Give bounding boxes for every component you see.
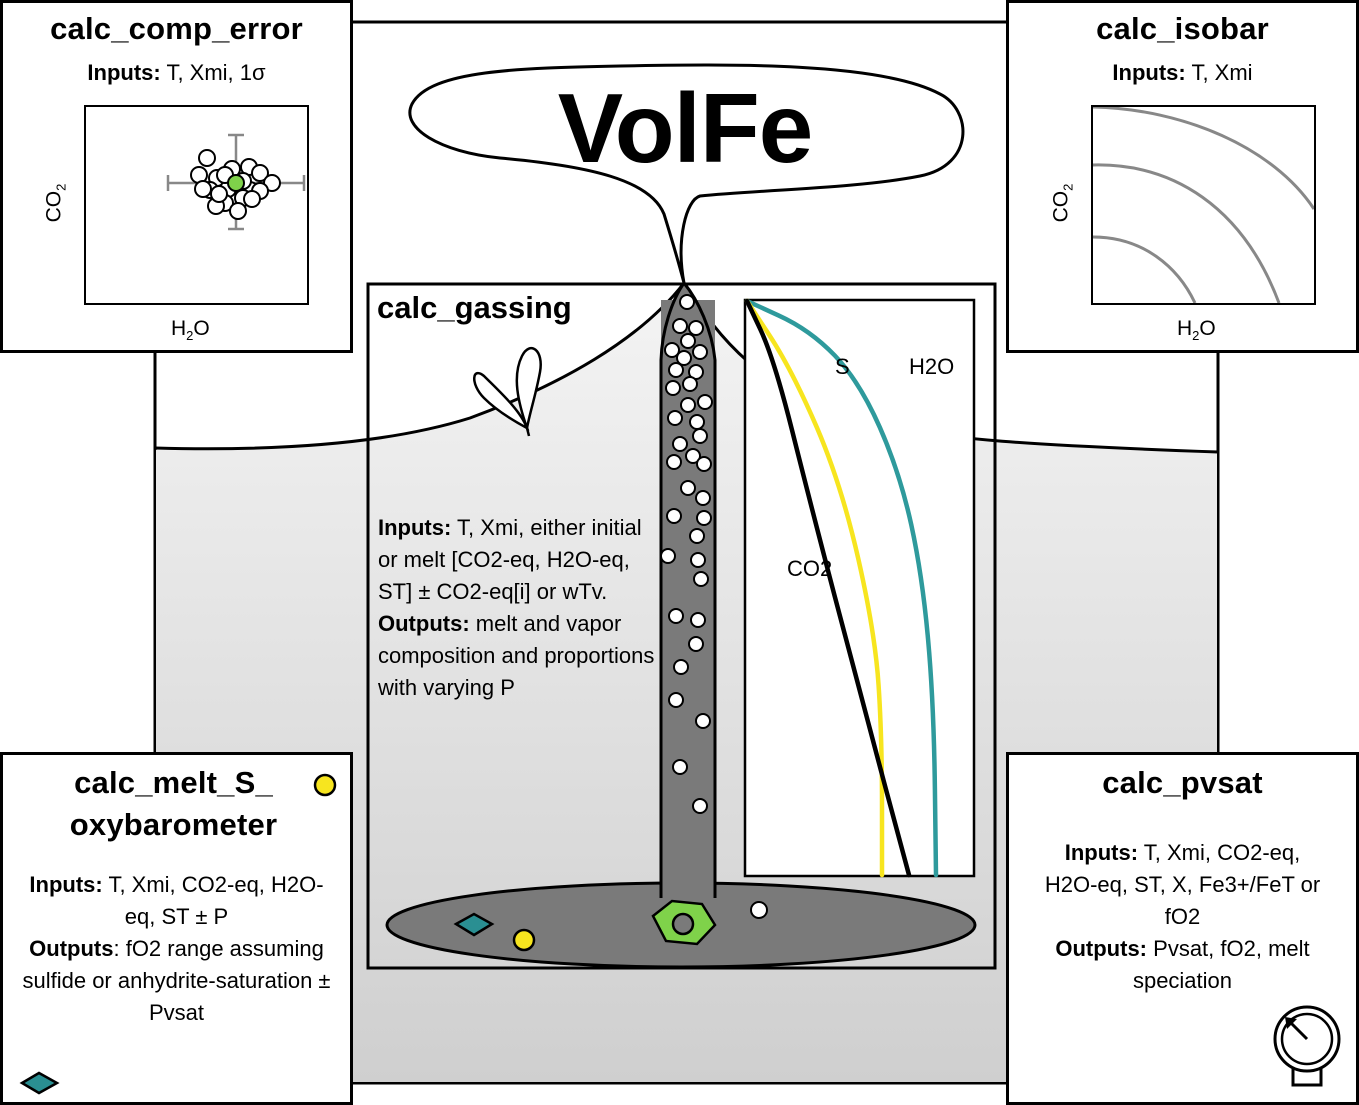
vapor-bubble-icon — [680, 397, 696, 413]
vapor-bubble-icon — [695, 713, 711, 729]
isobar-low — [1092, 235, 1197, 304]
vapor-bubble-icon — [697, 394, 713, 410]
vapor-bubble-icon — [668, 608, 684, 624]
vapor-bubble-icon — [689, 528, 705, 544]
splash-left — [473, 372, 530, 431]
vapor-bubble-icon — [666, 508, 682, 524]
gassing-outputs-label: Outputs: — [378, 611, 470, 636]
pvsat-panel: calc_pvsat Inputs: T, Xmi, CO2-eq, H2O-e… — [1006, 752, 1359, 1105]
comp-error-inputs: T, Xmi, 1σ — [166, 60, 266, 85]
vapor-bubble-icon — [668, 692, 684, 708]
pvsat-inputs-label: Inputs: — [1064, 840, 1139, 865]
comp-error-y-axis: CO2 — [42, 183, 69, 223]
gassing-outputs: melt and vapor composition and proportio… — [378, 611, 655, 700]
vapor-bubble-icon — [688, 636, 704, 652]
vapor-bubble-icon — [689, 414, 705, 430]
vapor-bubble-icon — [690, 612, 706, 628]
vapor-bubble-icon — [693, 571, 709, 587]
sulfide-droplet-icon — [512, 928, 536, 952]
isobar-title: calc_isobar — [1096, 11, 1269, 46]
melt-s-inputs-label: Inputs: — [29, 872, 103, 897]
comp-error-panel: calc_comp_error Inputs: T, Xmi, 1σ — [0, 0, 353, 353]
pvsat-outputs: Pvsat, fO2, melt speciation — [1132, 936, 1310, 993]
h2o-curve — [744, 298, 939, 878]
anhydrite-crystal-icon — [453, 912, 495, 937]
isobar-plot — [1091, 105, 1316, 305]
melt-s-text: Inputs: T, Xmi, CO2-eq, H2O-eq, ST ± P O… — [17, 869, 336, 1029]
vapor-bubble-icon — [750, 901, 768, 919]
isobar-inputs: T, Xmi — [1191, 60, 1253, 85]
vapor-bubble-icon — [668, 362, 684, 378]
app-title: VolFe — [557, 73, 814, 183]
vapor-bubble-icon — [672, 436, 688, 452]
anhydrite-crystal-icon — [19, 1071, 60, 1095]
vapor-bubble-icon — [664, 342, 680, 358]
vapor-bubble-icon — [685, 448, 701, 464]
comp-error-scatter — [166, 133, 306, 231]
vapor-bubble-icon — [696, 456, 712, 472]
gassing-title: calc_gassing — [377, 290, 572, 325]
vapor-bubbles — [660, 294, 768, 919]
vapor-bubble-icon — [676, 350, 692, 366]
isobar-x-axis: H2O — [1177, 317, 1216, 344]
comp-error-plot — [84, 105, 309, 305]
curve-label-co2: CO2 — [787, 556, 833, 581]
vapor-bubble-icon — [665, 380, 681, 396]
isobar-inputs-line: Inputs: T, Xmi — [1009, 57, 1356, 89]
gassing-description: Inputs: T, Xmi, either initial or melt [… — [378, 512, 658, 704]
sulfide-droplet-icon — [313, 773, 337, 797]
gassing-inputs: T, Xmi, either initial or melt [CO2-eq, … — [378, 515, 642, 604]
vapor-bubble-icon — [692, 798, 708, 814]
vapor-bubble-icon — [680, 480, 696, 496]
melt-s-title-2: oxybarometer — [69, 807, 278, 842]
pvsat-inputs: T, Xmi, CO2-eq, H2O-eq, ST, X, Fe3+/FeT … — [1044, 840, 1321, 929]
pvsat-outputs-label: Outputs: — [1055, 936, 1148, 961]
comp-error-inputs-label: Inputs: — [87, 60, 161, 85]
mean-point — [227, 174, 245, 192]
isobar-y-axis: CO2 — [1049, 183, 1076, 223]
vapor-bubble-icon — [672, 318, 688, 334]
melt-s-panel: calc_melt_S_ oxybarometer Inputs: T, Xmi… — [0, 752, 353, 1105]
gassing-curves — [744, 298, 939, 878]
vapor-bubble-icon — [690, 552, 706, 568]
vapor-bubble-icon — [673, 659, 689, 675]
melt-s-inputs: T, Xmi, CO2-eq, H2O-eq, ST ± P — [108, 872, 324, 929]
isobar-mid — [1092, 163, 1281, 304]
vapor-bubble-icon — [660, 548, 676, 564]
comp-error-title: calc_comp_error — [50, 11, 303, 46]
vapor-bubble-icon — [666, 454, 682, 470]
vapor-bubble-icon — [692, 428, 708, 444]
vapor-bubble-icon — [682, 376, 698, 392]
melt-s-outputs: : fO2 range assuming sulfide or anhydrit… — [22, 936, 331, 1025]
comp-error-x-axis: H2O — [171, 317, 210, 344]
pressure-gauge-icon — [1273, 1005, 1341, 1087]
vapor-bubble-icon — [688, 320, 704, 336]
isobar-panel: calc_isobar Inputs: T, Xmi H2O CO2 — [1006, 0, 1359, 353]
co2-curve — [744, 298, 912, 878]
melt-s-outputs-label: Outputs — [29, 936, 114, 961]
isobar-inputs-label: Inputs: — [1112, 60, 1186, 85]
vapor-bubble-icon — [667, 410, 683, 426]
gassing-inputs-label: Inputs: — [378, 515, 452, 540]
vapor-bubble-icon — [679, 294, 695, 310]
vapor-bubble-icon — [695, 490, 711, 506]
eruption-balloon — [408, 63, 965, 284]
vapor-bubble-icon — [696, 510, 712, 526]
melt-s-title-1: calc_melt_S_ — [74, 765, 273, 800]
isobar-high — [1092, 105, 1316, 210]
pvsat-title: calc_pvsat — [1102, 765, 1263, 800]
s-curve — [744, 298, 885, 878]
vapor-bubble-icon — [692, 344, 708, 360]
comp-error-inputs-line: Inputs: T, Xmi, 1σ — [3, 57, 350, 89]
curve-label-s: S — [835, 354, 850, 379]
pvsat-text: Inputs: T, Xmi, CO2-eq, H2O-eq, ST, X, F… — [1043, 837, 1322, 997]
splash-right — [515, 346, 542, 433]
vapor-bubble-icon — [680, 333, 696, 349]
curve-label-h2o: H2O — [909, 354, 955, 379]
vapor-bubble-icon — [672, 759, 688, 775]
isobar-curves — [1092, 105, 1316, 304]
